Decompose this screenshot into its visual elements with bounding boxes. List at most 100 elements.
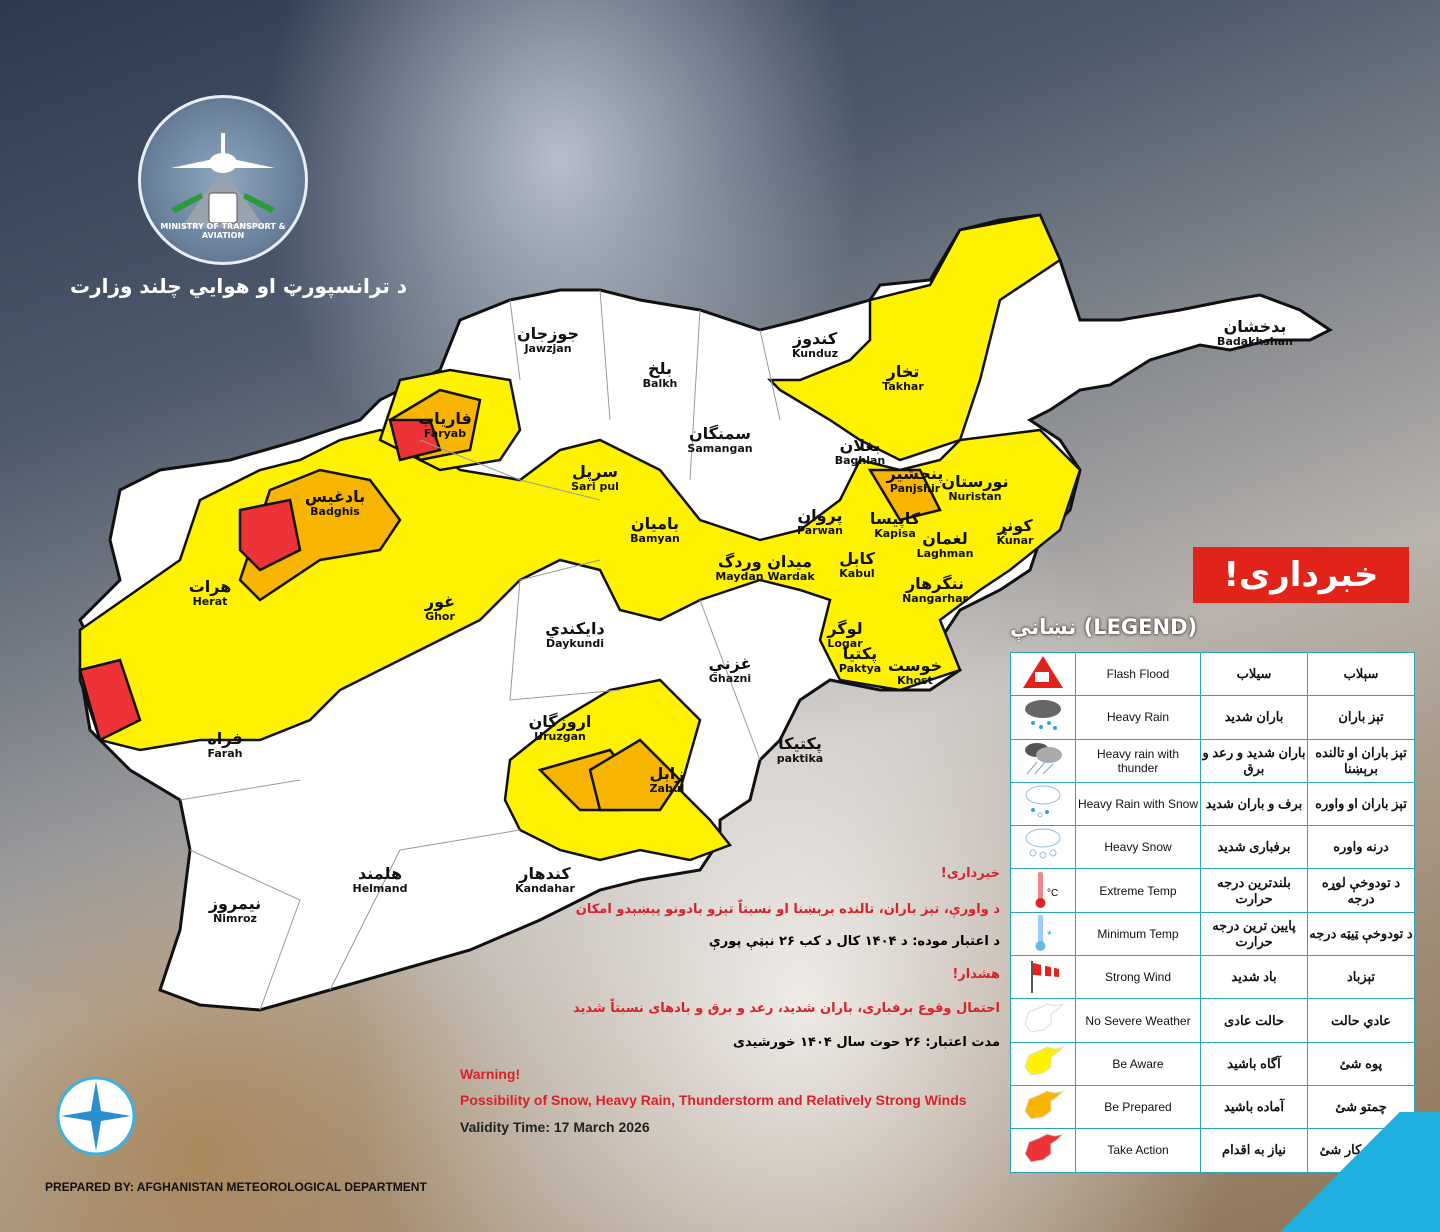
legend-english: Take Action [1075, 1128, 1201, 1173]
legend-icon-cell [1010, 1128, 1076, 1173]
province-name-english: Kapisa [874, 526, 916, 540]
legend-row: Heavy Snow برفباری شدید درنه واوره [1010, 825, 1415, 870]
dari-validity: مدت اعتبار: ۲۶ حوت سال ۱۴۰۴ خورشیدی [733, 1035, 1000, 1050]
legend-icon-cell [1010, 825, 1076, 870]
alert-banner: خبرداری! [1193, 547, 1409, 603]
legend-pashto: تېز باران او واوره [1307, 781, 1415, 827]
heavy-rain-icon [1025, 699, 1061, 730]
rain-snow-icon [1025, 785, 1061, 818]
legend-dari: برف و باران شدید [1200, 781, 1308, 827]
pashto-warning-text: د واورې، تېز باران، تالنده برېښنا او نسب… [575, 902, 1000, 917]
province-name-local: خوست [887, 656, 943, 676]
province-label-maydan-wardak: میدان وردگ Maydan Wardak [715, 553, 814, 583]
map-white-icon [1024, 1003, 1065, 1033]
province-label-samangan: سمنگان Samangan [687, 425, 752, 455]
windsock-icon [1031, 960, 1059, 993]
province-label-takhar: تخار Takhar [882, 363, 924, 393]
legend-english: Heavy rain with thunder [1075, 738, 1201, 783]
province-name-local: کابل [839, 549, 875, 569]
province-name-local: سمنگان [689, 424, 751, 444]
thunder-rain-icon [1025, 743, 1062, 775]
legend-dari: بلندترین درجه حرارت [1200, 868, 1308, 913]
province-name-english: Uruzgan [534, 729, 586, 743]
province-name-local: فراه [207, 729, 243, 749]
province-name-local: بامیان [630, 514, 680, 534]
legend-row: Heavy Rain with Snow برف و باران شدید تېز … [1010, 781, 1415, 827]
province-name-english: Nuristan [948, 489, 1002, 503]
province-name-local: زابل [649, 764, 685, 784]
thermometer-cold-icon: * [1035, 915, 1052, 952]
province-name-english: Bamyan [630, 531, 680, 545]
svg-text:°C: °C [1047, 888, 1058, 899]
province-name-local: بادغیس [304, 487, 366, 507]
province-name-local: هرات [188, 577, 232, 597]
province-name-local: نورستان [941, 472, 1009, 492]
province-label-kapisa: کاپیسا Kapisa [870, 510, 920, 540]
province-label-daykundi: دایکندي Daykundi [545, 620, 604, 650]
province-label-balkh: بلخ Balkh [643, 360, 678, 390]
legend-pashto: سېلاب [1307, 651, 1415, 697]
province-name-english: Farah [207, 746, 243, 760]
legend-table: Flash Flood سیلاب سېلاب Heavy Rain باران شدی… [1010, 651, 1415, 1173]
province-name-local: ننگرهار [905, 574, 965, 594]
province-label-herat: هرات Herat [189, 578, 232, 608]
province-name-english: Panjshir [889, 481, 941, 495]
province-label-nimroz: نیمروز Nimroz [209, 895, 261, 925]
warning-zone-be-aware [766, 213, 1062, 462]
legend-icon-cell [1010, 738, 1076, 783]
legend-row: Flash Flood سیلاب سېلاب [1010, 651, 1415, 697]
legend-english: Be Aware [1075, 1041, 1201, 1086]
province-name-english: Paktya [838, 661, 882, 675]
province-name-english: Logar [827, 636, 863, 650]
legend-icon-cell: °C [1010, 868, 1076, 913]
province-name-english: Daykundi [545, 636, 605, 650]
province-label-badakhshan: بدخشان Badakhshan [1217, 318, 1293, 348]
province-name-english: Maydan Wardak [715, 569, 815, 583]
province-label-badghis: بادغیس Badghis [305, 488, 365, 518]
province-label-nangarhar: ننگرهار Nangarhar [902, 575, 968, 605]
province-label-zabul: زابل Zabul [650, 765, 685, 795]
legend-english: Extreme Temp [1075, 868, 1201, 913]
warning-zone-be-prepared [588, 738, 682, 812]
province-label-paktika: پکتیکا paktika [777, 735, 823, 765]
legend-icon-cell [1010, 998, 1076, 1043]
english-warning-title: Warning! [460, 1066, 521, 1082]
dari-warning-title: هشدار! [952, 967, 1000, 982]
province-name-local: اروزگان [528, 712, 592, 732]
province-name-local: تخار [886, 362, 920, 382]
legend-row: Be Aware آگاه باشید پوه شئ [1010, 1041, 1415, 1086]
heavy-snow-icon [1025, 828, 1061, 859]
legend-icon-cell [1010, 1041, 1076, 1086]
province-name-english: Ghazni [708, 671, 752, 685]
province-name-local: سرپل [572, 462, 618, 482]
province-label-paktya: پکتیا Paktya [839, 645, 881, 675]
ministry-logo: MINISTRY OF TRANSPORT & AVIATION [138, 95, 308, 265]
province-name-english: Balkh [642, 376, 678, 390]
legend-pashto: د تودوخې لوړه درجه [1307, 868, 1415, 913]
province-name-english: Badghis [310, 504, 360, 518]
province-name-english: Nimroz [213, 911, 257, 925]
legend-english: Heavy Rain with Snow [1075, 781, 1201, 827]
province-label-bamyan: بامیان Bamyan [630, 515, 680, 545]
province-name-english: Takhar [882, 379, 924, 393]
flash-flood-icon [1023, 655, 1063, 688]
province-name-local: غزني [708, 654, 752, 674]
legend-dari: سیلاب [1200, 651, 1308, 697]
province-name-local: غور [424, 592, 456, 612]
legend-english: Heavy Snow [1075, 825, 1201, 870]
province-name-local: لوگر [827, 619, 863, 639]
province-label-nuristan: نورستان Nuristan [941, 473, 1008, 503]
province-name-english: Zabul [649, 781, 685, 795]
legend-pashto: درنه واوره [1307, 825, 1415, 870]
legend-icon-cell: * [1010, 911, 1076, 957]
map-orange-icon [1024, 1089, 1065, 1120]
province-name-english: Parwan [796, 523, 844, 537]
province-name-english: Kunduz [791, 346, 839, 360]
pashto-validity: د اعتبار موده: د ۱۴۰۴ کال د کب ۲۶ نېټې پ… [708, 934, 1000, 949]
province-label-jawzjan: جوزجان Jawzjan [517, 325, 579, 355]
footer-credit: PREPARED BY: AFGHANISTAN METEOROLOGICAL … [45, 1180, 427, 1194]
province-name-local: کونړ [997, 516, 1033, 536]
province-name-english: Kabul [839, 566, 875, 580]
province-label-ghor: غور Ghor [425, 593, 455, 623]
